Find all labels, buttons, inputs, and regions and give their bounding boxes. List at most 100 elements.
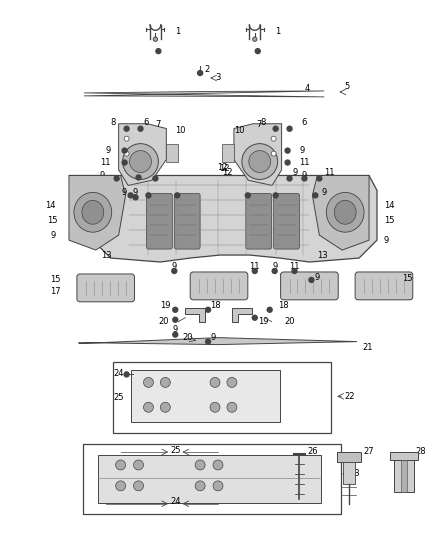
Text: 8: 8	[110, 118, 116, 127]
Circle shape	[134, 481, 144, 491]
Circle shape	[195, 460, 205, 470]
Bar	[98, 455, 321, 503]
Text: 10: 10	[234, 126, 245, 135]
Text: 11: 11	[289, 262, 300, 271]
Circle shape	[144, 377, 153, 387]
Circle shape	[249, 151, 271, 173]
Circle shape	[160, 377, 170, 387]
Circle shape	[285, 148, 290, 153]
Polygon shape	[312, 175, 369, 250]
Polygon shape	[232, 308, 252, 322]
Circle shape	[160, 402, 170, 412]
Text: 27: 27	[363, 447, 374, 456]
Text: 12: 12	[219, 164, 230, 173]
Text: 5: 5	[344, 83, 350, 92]
Circle shape	[267, 308, 272, 312]
Text: 6: 6	[144, 118, 149, 127]
Bar	[337, 452, 361, 462]
Circle shape	[210, 377, 220, 387]
Circle shape	[153, 176, 158, 181]
Circle shape	[156, 49, 161, 54]
Polygon shape	[69, 175, 377, 262]
Text: 21: 21	[362, 343, 373, 352]
Text: 9: 9	[272, 262, 277, 271]
Text: 16: 16	[278, 274, 288, 284]
Text: 12: 12	[217, 163, 227, 172]
Text: 18: 18	[210, 301, 221, 310]
Circle shape	[133, 195, 138, 200]
Circle shape	[128, 193, 133, 198]
Circle shape	[116, 460, 126, 470]
Circle shape	[313, 193, 318, 198]
Text: 10: 10	[175, 126, 186, 135]
Circle shape	[205, 339, 211, 344]
Circle shape	[271, 136, 276, 141]
Text: 9: 9	[314, 273, 320, 282]
Circle shape	[213, 460, 223, 470]
Circle shape	[273, 193, 278, 198]
Text: 4: 4	[304, 84, 310, 93]
Polygon shape	[69, 175, 126, 250]
Circle shape	[292, 269, 297, 273]
Circle shape	[124, 372, 129, 377]
Circle shape	[116, 481, 126, 491]
Bar	[113, 361, 331, 433]
Text: 14: 14	[46, 201, 56, 210]
Text: 19: 19	[258, 317, 268, 326]
Circle shape	[205, 308, 211, 312]
Circle shape	[173, 308, 178, 312]
Circle shape	[134, 460, 144, 470]
Circle shape	[210, 402, 220, 412]
Circle shape	[255, 49, 260, 54]
Text: 17: 17	[364, 287, 374, 296]
FancyBboxPatch shape	[281, 272, 338, 300]
Polygon shape	[185, 308, 205, 322]
Bar	[343, 462, 355, 484]
Circle shape	[227, 377, 237, 387]
FancyBboxPatch shape	[174, 193, 200, 249]
Text: 7: 7	[256, 120, 262, 129]
Polygon shape	[79, 337, 357, 345]
Circle shape	[285, 160, 290, 165]
Text: 15: 15	[364, 276, 374, 285]
Circle shape	[271, 151, 276, 156]
Text: 9: 9	[384, 236, 389, 245]
Text: 26: 26	[307, 447, 318, 456]
Circle shape	[122, 148, 127, 153]
Text: 1: 1	[275, 27, 280, 36]
Circle shape	[114, 176, 119, 181]
Circle shape	[227, 402, 237, 412]
Circle shape	[124, 136, 129, 141]
Text: 11: 11	[324, 168, 335, 177]
Text: 9: 9	[99, 171, 105, 180]
Text: 18: 18	[278, 301, 288, 310]
Text: 9: 9	[321, 188, 327, 197]
Circle shape	[317, 176, 322, 181]
Ellipse shape	[74, 192, 112, 232]
Bar	[401, 460, 407, 492]
Circle shape	[173, 332, 178, 337]
Circle shape	[144, 402, 153, 412]
Text: 9: 9	[300, 146, 305, 155]
Text: 24: 24	[114, 369, 124, 378]
Text: 11: 11	[138, 168, 148, 177]
Circle shape	[252, 269, 257, 273]
Text: 13: 13	[318, 251, 328, 260]
Text: 6: 6	[301, 118, 307, 127]
Circle shape	[136, 175, 141, 180]
Circle shape	[172, 269, 177, 273]
Text: 23: 23	[349, 470, 360, 479]
Text: 11: 11	[300, 158, 310, 167]
Bar	[390, 452, 418, 460]
Text: 9: 9	[172, 262, 177, 271]
Text: 28: 28	[416, 447, 426, 456]
Circle shape	[124, 126, 129, 131]
Circle shape	[138, 126, 143, 131]
Circle shape	[122, 160, 127, 165]
Ellipse shape	[82, 200, 104, 224]
FancyBboxPatch shape	[146, 193, 172, 249]
Circle shape	[130, 151, 152, 173]
Circle shape	[124, 151, 129, 156]
Text: 9: 9	[292, 168, 297, 177]
FancyBboxPatch shape	[274, 193, 300, 249]
